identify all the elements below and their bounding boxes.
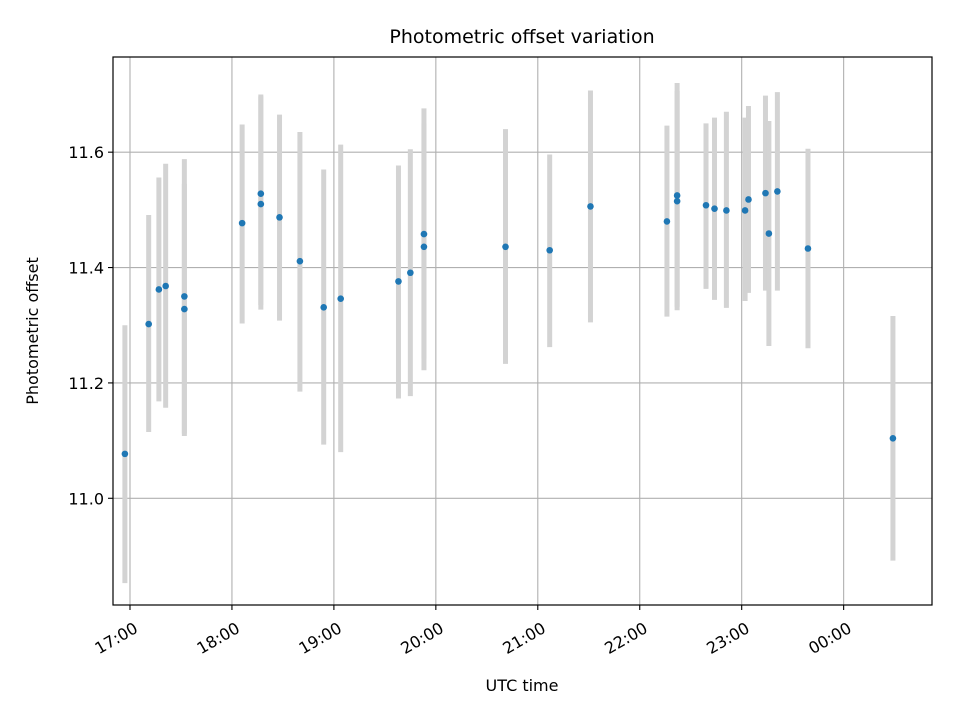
x-tick-label: 23:00 xyxy=(703,618,752,658)
data-point xyxy=(407,269,414,277)
chart-title: Photometric offset variation xyxy=(389,26,654,48)
data-point xyxy=(181,305,188,313)
data-point xyxy=(889,434,897,442)
data-point xyxy=(741,207,749,214)
x-tick-label: 18:00 xyxy=(194,618,243,658)
data-point xyxy=(395,278,402,285)
x-tick-label: 19:00 xyxy=(295,618,344,658)
data-point xyxy=(673,192,681,199)
x-axis: 17:00 18:00 19:00 20:00 21:00 22:00 23:00 00:00 xyxy=(92,605,855,658)
data-point xyxy=(702,201,710,209)
y-tick-label: 11.4 xyxy=(68,259,104,278)
x-tick-label: 21:00 xyxy=(499,618,548,658)
x-tick-label: 00:00 xyxy=(805,618,854,658)
data-point xyxy=(762,189,769,197)
data-point xyxy=(257,200,265,208)
data-point xyxy=(723,207,730,214)
data-point xyxy=(420,230,428,238)
data-point xyxy=(162,282,169,290)
y-axis: 11.0 11.2 11.4 11.6 xyxy=(68,143,113,508)
grid xyxy=(113,57,932,605)
data-point xyxy=(745,196,752,203)
x-axis-label: UTC time xyxy=(486,676,559,695)
data-point xyxy=(546,246,553,254)
error-bars xyxy=(122,82,896,584)
data-point xyxy=(257,190,265,198)
data-point xyxy=(276,214,283,221)
data-point xyxy=(673,197,681,205)
data-point xyxy=(337,295,344,302)
data-point xyxy=(663,218,671,225)
data-point xyxy=(155,286,163,293)
data-point xyxy=(765,230,773,237)
data-point xyxy=(238,219,246,227)
data-point xyxy=(420,243,428,251)
plot-frame xyxy=(112,56,933,606)
data-point xyxy=(181,293,188,300)
data-point xyxy=(145,320,152,328)
data-point xyxy=(121,450,129,458)
y-tick-label: 11.2 xyxy=(68,374,104,393)
y-tick-label: 11.6 xyxy=(68,143,104,162)
data-point xyxy=(774,188,781,195)
data-point xyxy=(320,304,327,311)
data-point xyxy=(296,257,304,265)
data-point xyxy=(711,205,718,213)
y-tick-label: 11.0 xyxy=(68,489,104,508)
x-tick-label: 20:00 xyxy=(397,618,446,658)
data-point xyxy=(587,203,594,210)
data-point xyxy=(804,245,812,252)
x-tick-label: 22:00 xyxy=(601,618,650,658)
data-point xyxy=(502,243,509,251)
data-points xyxy=(121,188,897,458)
x-tick-label: 17:00 xyxy=(92,618,141,658)
y-axis-label: Photometric offset xyxy=(23,257,42,405)
